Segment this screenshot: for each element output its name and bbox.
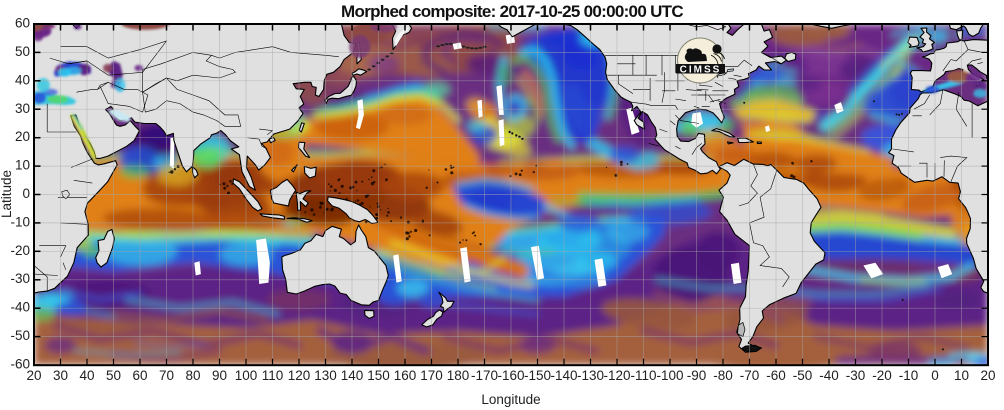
svg-text:20: 20 [26,368,41,383]
svg-text:70: 70 [159,368,174,383]
svg-text:40: 40 [79,368,94,383]
svg-text:-10: -10 [899,368,919,383]
svg-text:60: 60 [132,368,147,383]
svg-text:120: 120 [288,368,311,383]
svg-text:Longitude: Longitude [481,392,540,407]
svg-text:-160: -160 [497,368,524,383]
svg-text:-130: -130 [577,368,604,383]
svg-text:90: 90 [212,368,227,383]
svg-text:50: 50 [106,368,121,383]
svg-text:20: 20 [980,368,995,383]
svg-text:-100: -100 [656,368,683,383]
svg-text:-20: -20 [10,243,30,258]
svg-text:-50: -50 [10,328,30,343]
svg-text:-40: -40 [819,368,839,383]
svg-text:10: 10 [954,368,969,383]
svg-text:-60: -60 [10,357,30,372]
svg-text:Morphed composite: 2017-10-25: Morphed composite: 2017-10-25 00:00:00 U… [341,2,683,21]
svg-text:30: 30 [53,368,68,383]
svg-text:-80: -80 [713,368,733,383]
svg-text:-50: -50 [793,368,813,383]
svg-text:-40: -40 [10,300,30,315]
svg-text:-170: -170 [471,368,498,383]
svg-text:-110: -110 [630,368,656,383]
svg-text:-30: -30 [10,271,30,286]
svg-text:-150: -150 [524,368,551,383]
svg-text:0: 0 [22,186,30,201]
svg-text:Latitude: Latitude [0,170,14,218]
svg-text:110: 110 [262,368,284,383]
svg-text:30: 30 [15,101,30,116]
svg-text:-120: -120 [603,368,630,383]
svg-text:80: 80 [185,368,200,383]
svg-text:-30: -30 [846,368,866,383]
svg-text:CIMSS: CIMSS [680,65,722,76]
svg-text:40: 40 [15,72,30,87]
svg-text:160: 160 [394,368,417,383]
svg-text:-70: -70 [740,368,760,383]
svg-text:140: 140 [341,368,364,383]
svg-text:-90: -90 [687,368,707,383]
svg-text:100: 100 [235,368,258,383]
svg-text:-10: -10 [10,214,30,229]
svg-text:130: 130 [314,368,337,383]
svg-text:0: 0 [931,368,939,383]
svg-text:180: 180 [447,368,470,383]
svg-text:60: 60 [15,16,30,31]
svg-text:20: 20 [15,129,30,144]
svg-text:-60: -60 [766,368,786,383]
svg-text:-140: -140 [550,368,577,383]
svg-text:170: 170 [420,368,443,383]
svg-text:50: 50 [15,44,30,59]
svg-text:10: 10 [15,158,30,173]
svg-text:-20: -20 [872,368,892,383]
svg-text:150: 150 [367,368,390,383]
